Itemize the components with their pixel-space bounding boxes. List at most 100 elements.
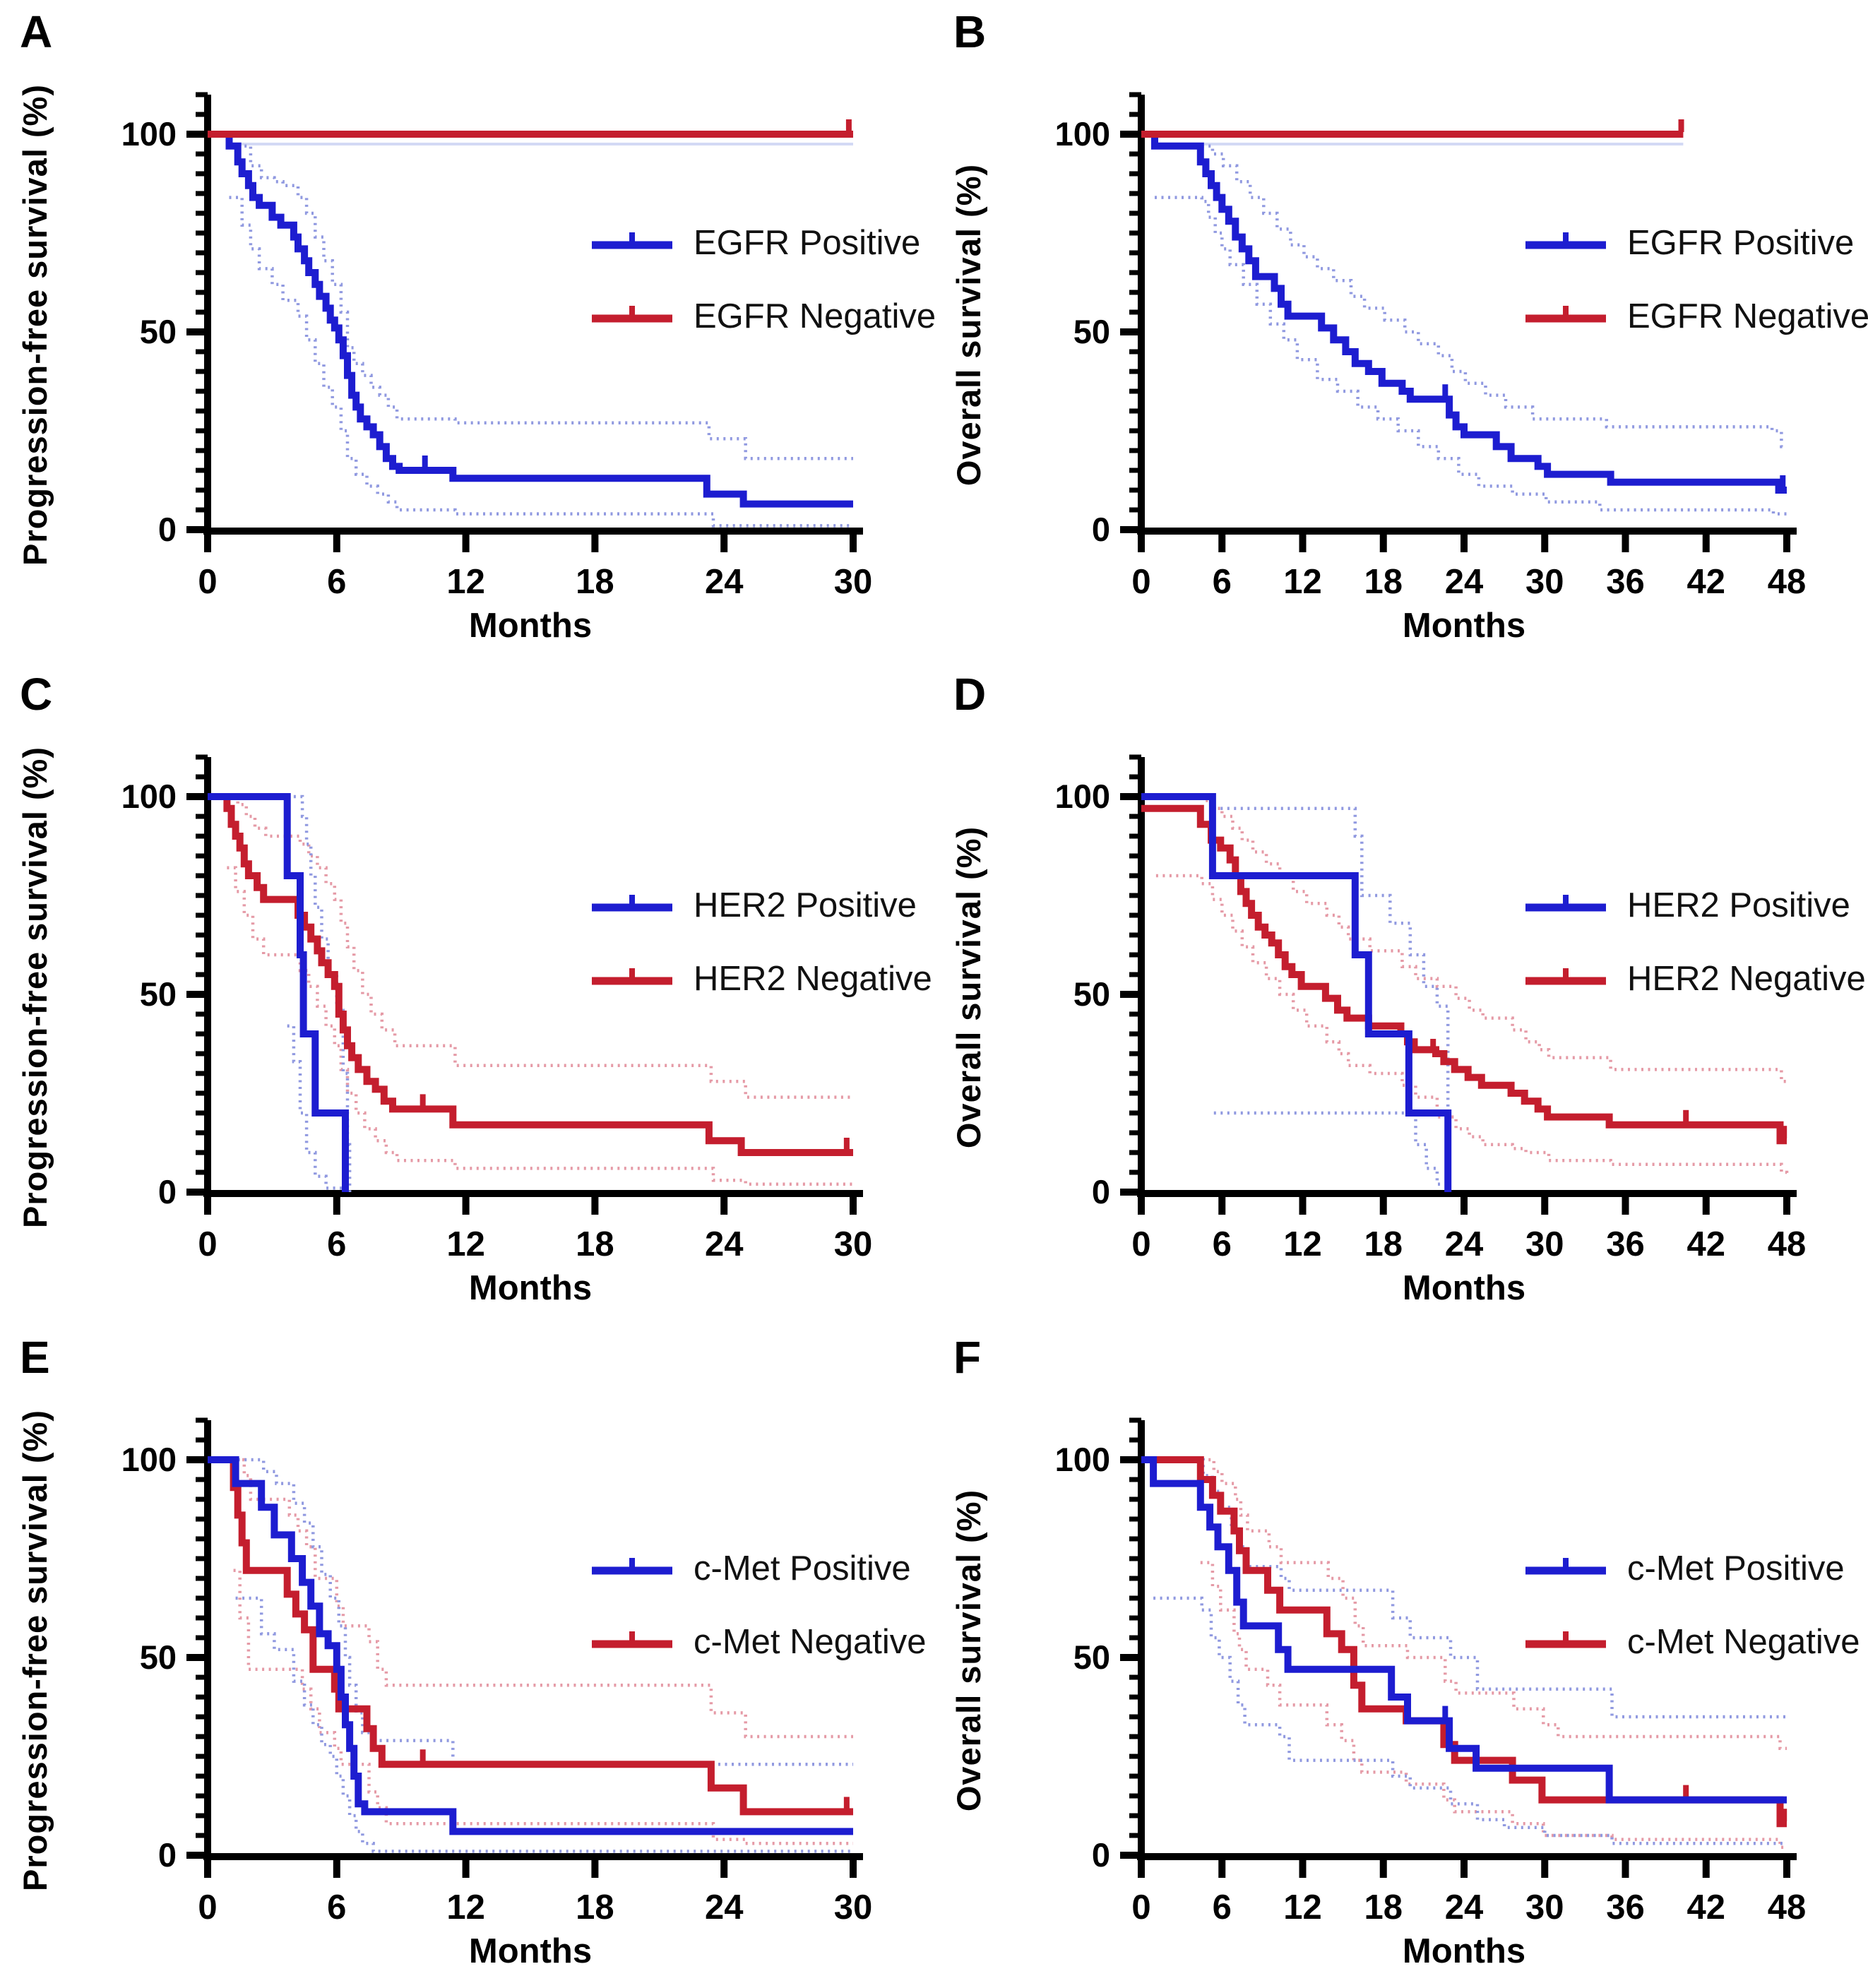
legend-item: HER2 Positive [1524,886,1866,925]
legend-label: EGFR Positive [694,224,921,262]
panel-letter: E [20,1332,50,1383]
x-tick-label: 42 [1686,1888,1725,1927]
y-axis-title: Overall survival (%) [950,1489,987,1812]
km-curve-egfr-positive-95-ci-lower [1155,196,1787,516]
legend-label: EGFR Negative [1627,297,1868,335]
legend-item: EGFR Positive [590,223,936,263]
x-tick-label: 48 [1768,1888,1807,1927]
legend-label: c-Met Positive [694,1549,911,1588]
x-tick-label: 6 [1213,563,1232,601]
legend-item: HER2 Positive [590,886,932,925]
x-axis-title: Months [1402,1932,1526,1970]
y-axis-title: Progression-free survival (%) [16,746,54,1228]
legend-key-line [1525,1631,1606,1648]
legend-key-line [592,232,672,249]
legend-label: HER2 Negative [1627,960,1866,998]
legend-item: EGFR Negative [590,297,936,336]
km-plot-f: 0 50 100 0 6 12 18 24 30 36 42 48 [1055,1417,1807,1927]
km-curve-c-met-positive [208,1456,853,1835]
x-tick-label: 0 [198,563,217,601]
y-tick-label: 100 [1055,115,1110,153]
km-plot-e: 0 50 100 0 6 12 18 24 30 [121,1417,873,1927]
y-tick-label: 100 [121,115,177,153]
x-tick-label: 24 [1445,563,1484,601]
legend-label: EGFR Negative [694,297,936,335]
panel-d: 0 50 100 0 6 12 18 24 30 36 42 48 D Overall surviva… [934,662,1867,1325]
y-axis-title: Progression-free survival (%) [16,84,54,566]
km-curve-her2-positive [1141,793,1452,1192]
legend: HER2 Positive HER2 Negative [590,886,932,999]
x-tick-label: 30 [834,1225,873,1263]
km-curve-her2-positive-95-ci-upper [293,794,352,1192]
legend-item: EGFR Positive [1524,223,1868,263]
x-tick-label: 12 [1283,1888,1322,1927]
x-tick-label: 30 [1525,563,1564,601]
legend: c-Met Positive c-Met Negative [1524,1549,1860,1662]
x-tick-label: 36 [1606,1888,1645,1927]
y-axis-title: Overall survival (%) [950,163,987,487]
legend-label: EGFR Positive [1627,224,1855,262]
legend-label: c-Met Positive [1627,1549,1845,1588]
legend: EGFR Positive EGFR Negative [1524,223,1868,336]
panel-c: 0 50 100 0 6 12 18 24 30 C Progression-free surv… [0,662,934,1325]
x-tick-label: 24 [705,563,744,601]
x-tick-label: 30 [834,563,873,601]
km-curve-c-met-positive-95-ci-upper [1155,1458,1787,1719]
km-curve-her2-positive [208,793,349,1192]
x-tick-label: 18 [576,563,614,601]
km-curve-c-met-positive [1141,1456,1787,1804]
panel-letter: C [20,669,53,720]
km-curve-c-met-positive-95-ci-lower [1153,1596,1787,1845]
legend-key-line [592,306,672,323]
km-plot-a: 0 50 100 0 6 12 18 24 30 [121,92,873,601]
legend-item: HER2 Negative [590,959,932,999]
x-axis-title: Months [1402,607,1526,645]
legend-key-line [1525,306,1606,323]
km-curve-egfr-positive-95-ci-lower [229,196,853,528]
x-tick-label: 6 [327,563,346,601]
km-curve-c-met-positive-95-ci-lower [235,1596,853,1853]
legend-label: HER2 Negative [694,960,932,998]
x-tick-label: 30 [834,1888,873,1927]
y-tick-label: 50 [140,975,177,1013]
x-tick-label: 24 [705,1225,744,1263]
x-tick-label: 42 [1686,563,1725,601]
km-curve-egfr-positive-95-ci-upper [237,144,853,460]
km-curve-egfr-positive-95-ci-upper [1201,144,1787,448]
x-tick-label: 12 [446,1888,485,1927]
x-tick-label: 6 [1213,1888,1232,1927]
x-axis-title: Months [468,1269,593,1307]
panel-letter: B [953,6,987,57]
km-plot-d: 0 50 100 0 6 12 18 24 30 36 42 48 [1055,754,1807,1263]
y-tick-label: 50 [140,1638,177,1676]
x-tick-label: 0 [198,1225,217,1263]
x-tick-label: 6 [327,1225,346,1263]
x-tick-label: 12 [1283,1225,1322,1263]
panel-a: 0 50 100 0 6 12 18 24 30 A Progression-free surv… [0,0,936,662]
y-tick-label: 100 [121,778,177,815]
y-tick-label: 50 [1073,1638,1110,1676]
panel-letter: D [953,669,987,720]
x-axis-title: Months [468,607,593,645]
x-tick-label: 24 [705,1888,744,1927]
y-tick-label: 100 [1055,778,1110,815]
km-curve-her2-negative-95-ci-upper [1155,794,1787,1083]
x-tick-label: 18 [1364,563,1403,601]
legend-key-line [592,968,672,985]
legend-key-line [1525,895,1606,912]
x-tick-label: 30 [1525,1888,1564,1927]
panel-e: 0 50 100 0 6 12 18 24 30 E Progression-free surv… [0,1326,934,1988]
legend: c-Met Positive c-Met Negative [590,1549,927,1662]
km-plot-c: 0 50 100 0 6 12 18 24 30 [121,754,873,1263]
legend-item: c-Met Positive [590,1549,927,1588]
x-tick-label: 12 [1283,563,1322,601]
km-curve-c-met-positive-95-ci-upper [237,1458,853,1766]
y-tick-label: 0 [1092,1836,1110,1874]
x-axis-title: Months [1402,1269,1526,1307]
x-tick-label: 12 [446,563,485,601]
km-curve-egfr-positive [208,131,853,508]
x-tick-label: 48 [1768,1225,1807,1263]
x-tick-label: 18 [576,1888,614,1927]
km-curve-c-met-negative [208,1456,853,1816]
